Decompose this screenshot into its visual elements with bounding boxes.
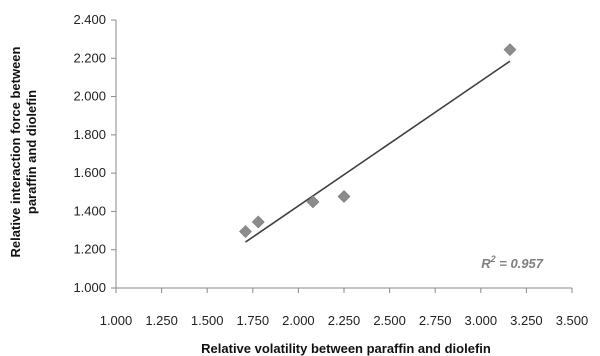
x-tick-label: 2.250 [328,313,361,328]
y-tick-label: 2.200 [73,50,106,65]
x-tick-label: 2.000 [282,313,315,328]
x-tick-label: 3.500 [556,313,589,328]
r-squared-annotation: R2 = 0.957 [481,254,544,271]
y-axis-title-line-1: Relative interaction force between [8,46,23,257]
data-point [306,195,320,209]
y-tick-label: 1.600 [73,165,106,180]
y-tick-label: 1.400 [73,203,106,218]
trendline [245,60,511,243]
x-tick-label: 3.000 [465,313,498,328]
y-tick-label: 2.400 [73,12,106,27]
data-point [337,190,351,203]
y-tick-label: 1.200 [73,242,106,257]
y-tick-label: 2.000 [73,89,106,104]
x-tick-label: 2.750 [419,313,452,328]
x-tick-label: 1.000 [100,313,133,328]
y-tick-label: 1.000 [73,280,106,295]
data-point [503,43,517,57]
y-axis-title-line-2: paraffin and diolefin [24,90,39,214]
data-point [251,215,265,229]
y-axis-title: Relative interaction force between paraf… [8,46,39,257]
data-points [239,43,517,238]
x-tick-label: 1.500 [191,313,224,328]
y-tick-labels: 1.000 1.200 1.400 1.600 1.800 2.000 2.200 2.400 [73,12,116,295]
x-tick-label: 1.750 [237,313,270,328]
x-tick-label: 1.250 [145,313,178,328]
axes [115,20,572,289]
data-point [239,225,252,238]
x-tick-label: 2.500 [373,313,406,328]
x-tick-label: 3.250 [510,313,543,328]
x-axis-title: Relative volatility between paraffin and… [201,341,491,356]
y-tick-label: 1.800 [73,127,106,142]
x-tick-labels: 1.000 1.250 1.500 1.750 2.000 2.250 2.500 2.750… [100,288,589,328]
